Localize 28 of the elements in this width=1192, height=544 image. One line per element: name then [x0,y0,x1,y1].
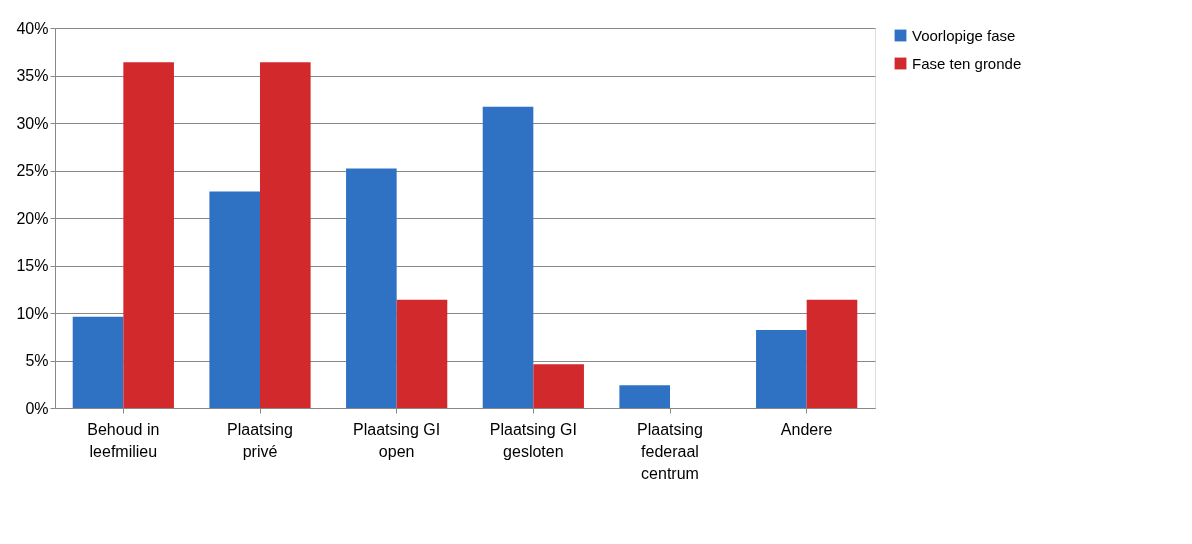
x-tick-label: Plaatsing federaal centrum [637,420,703,482]
bar [260,62,311,408]
bar [346,168,397,408]
y-tick-label: 5% [25,352,49,369]
x-tick-label: Behoud in leefmilieu [87,420,160,460]
y-tick-label: 40% [16,19,49,37]
y-tick-label: 20% [16,209,49,227]
bar [756,330,807,408]
y-tick-label: 0% [25,399,49,417]
x-tick-label: Plaatsing GI gesloten [489,420,577,460]
bar [209,191,260,408]
bar [482,106,534,408]
x-tick-label: Andere [780,420,833,438]
y-tick-label: 15% [16,257,49,274]
x-tick-label: Plaatsing GI open [353,420,441,460]
y-tick-label: 25% [16,162,49,179]
bar [123,62,174,408]
legend-label: Voorlopige fase [912,26,1016,44]
bar [619,385,670,408]
bar [806,299,858,408]
bar [72,316,124,408]
bar [396,299,448,408]
x-tick-label: Plaatsing privé [227,420,293,460]
y-tick-label: 10% [16,304,49,322]
y-tick-label: 30% [16,114,49,132]
y-tick-label: 35% [16,67,49,84]
legend-label: Fase ten gronde [912,54,1022,72]
bar [533,364,584,408]
